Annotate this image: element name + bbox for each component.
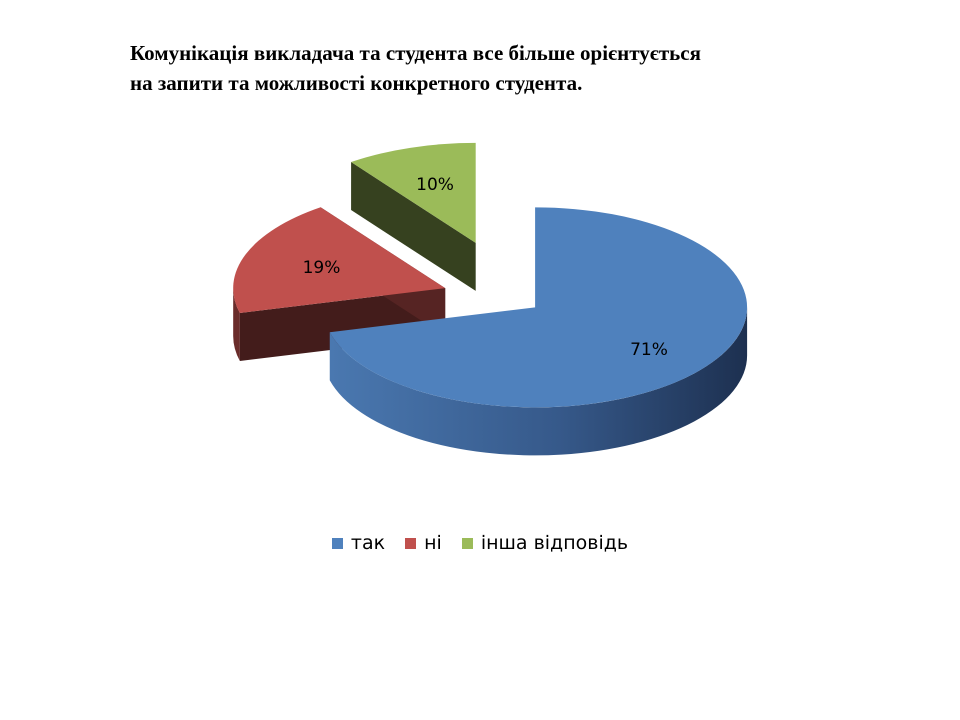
pie-wall-tak — [329, 307, 748, 456]
pie-wall-ni — [233, 288, 240, 362]
pie-slice-insha — [351, 142, 476, 243]
legend-label-ni: ні — [424, 532, 442, 554]
pie-data-label-tak: 71% — [630, 340, 668, 360]
legend-swatch-insha — [461, 537, 473, 549]
legend-item-tak: так — [331, 532, 386, 554]
legend-swatch-ni — [405, 537, 417, 549]
pie-slice-ni — [233, 207, 446, 314]
pie-slice-tak — [329, 207, 748, 408]
legend-label-insha: інша відповідь — [480, 532, 629, 554]
pie-data-label-ni: 19% — [303, 258, 341, 278]
pie-side-start-ni — [239, 288, 446, 362]
chart-title-line-1: Комунікація викладача та студента все бі… — [130, 41, 701, 65]
legend-item-ni: ні — [405, 532, 442, 554]
legend-label-tak: так — [350, 532, 386, 554]
chart-title-line-2: на запити та можливості конкретного студ… — [130, 71, 583, 95]
legend-item-insha: інша відповідь — [461, 532, 629, 554]
pie-side-start-insha — [351, 162, 476, 291]
chart-legend: так ні інша відповідь — [0, 532, 960, 554]
pie-data-label-insha: 10% — [416, 175, 454, 195]
chart-title: Комунікація викладача та студента все бі… — [130, 38, 850, 98]
legend-swatch-tak — [331, 537, 343, 549]
